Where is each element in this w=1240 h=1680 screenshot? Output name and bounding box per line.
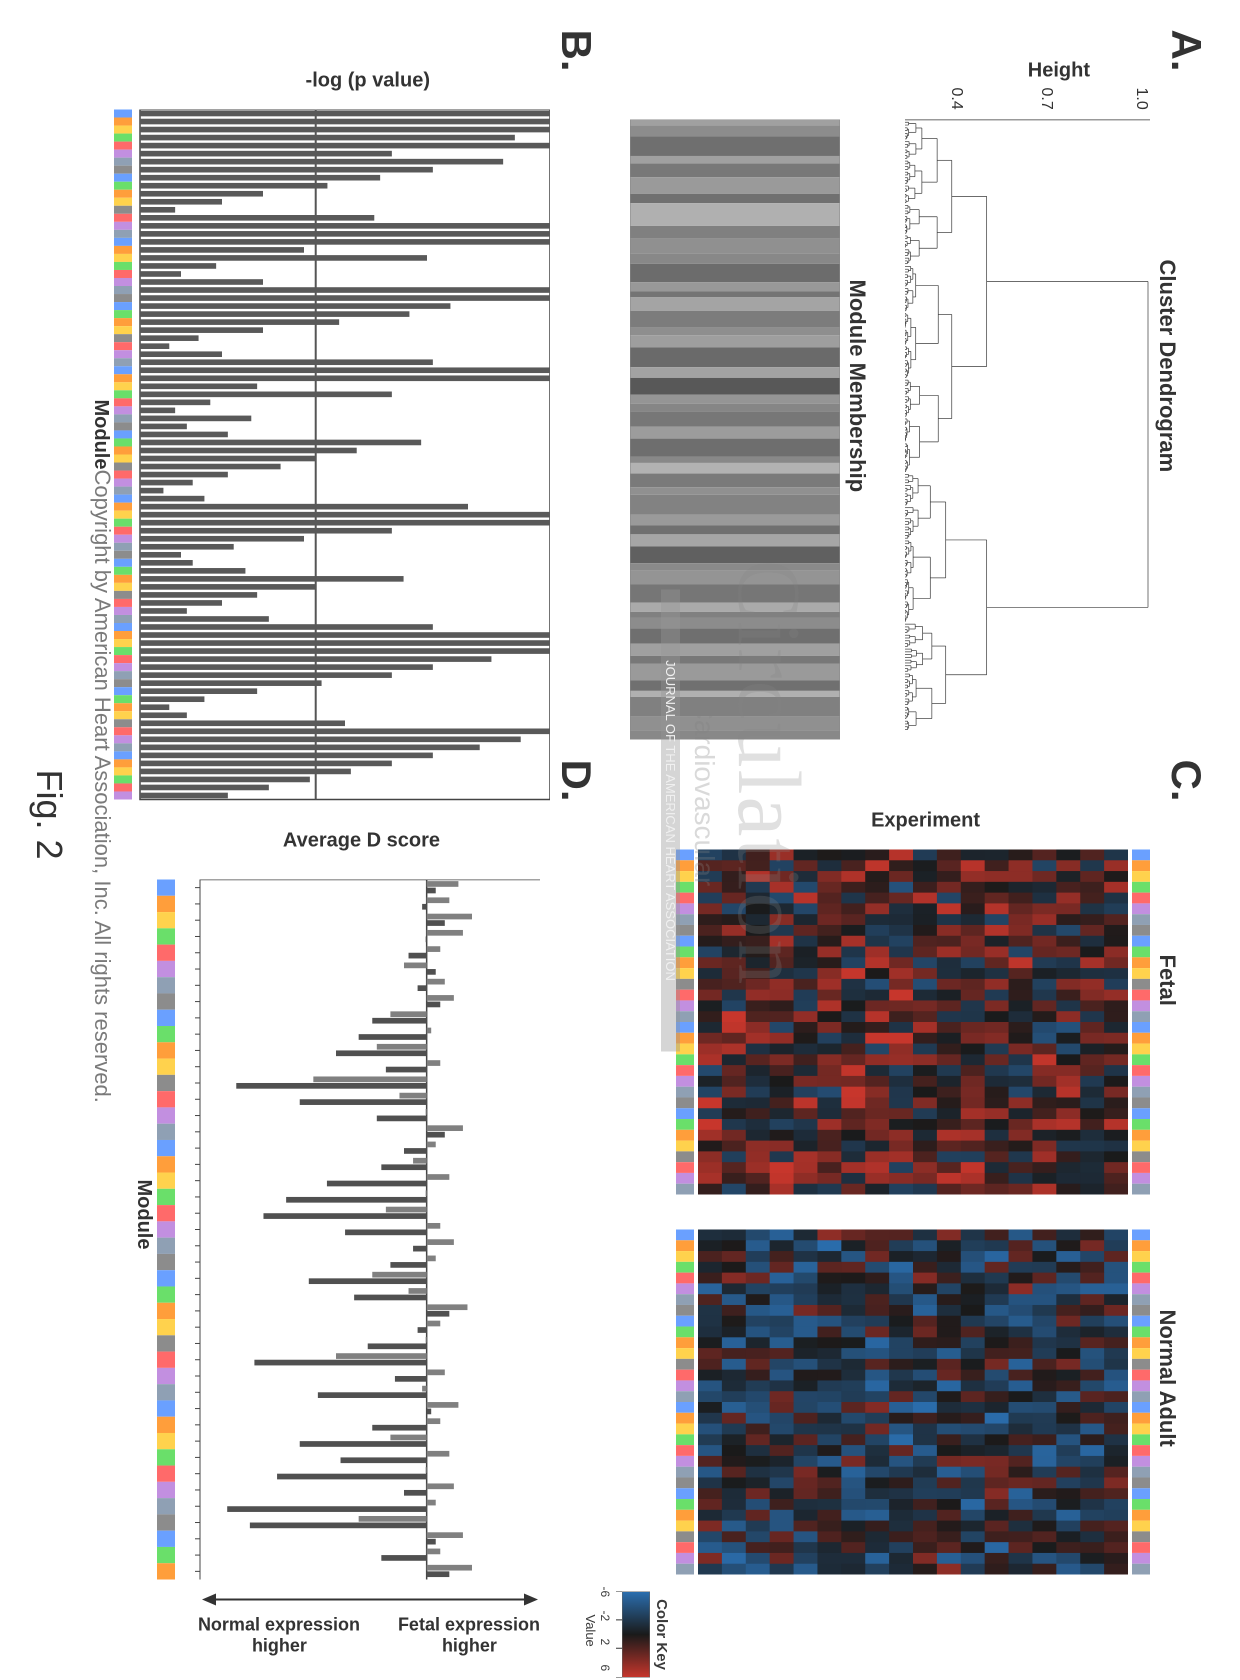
fetal-title: Fetal	[1154, 955, 1180, 1006]
panelB-plot: 01234567	[130, 110, 550, 810]
normal-bottom-band	[676, 1230, 694, 1575]
panelD-plot: -4-202	[180, 880, 540, 1590]
normal-top-band	[1132, 1230, 1150, 1575]
color-key-ticks	[612, 1592, 622, 1678]
panelD-x-label: Module	[132, 1180, 155, 1250]
panelD-module-band	[157, 880, 175, 1580]
dendrogram-ytick-2: 0.7	[1037, 88, 1055, 110]
watermark-sub2: JOURNAL OF THE AMERICAN HEART ASSOCIATIO…	[661, 590, 680, 1052]
color-key-tick-1: -2	[598, 1611, 612, 1622]
panelD-right-bottom: Normal expression higher	[198, 1615, 360, 1657]
color-key-value-label: Value	[583, 1615, 598, 1647]
dendrogram-plot	[905, 120, 1150, 740]
dendrogram-title: Cluster Dendrogram	[1154, 260, 1180, 473]
fetal-top-band	[1132, 850, 1150, 1195]
panelD-arrow	[200, 1590, 540, 1610]
watermark-main: Circulation	[717, 560, 820, 987]
panel-letter-B: B.	[552, 30, 600, 72]
panelB-x-label: Module	[89, 400, 112, 470]
copyright: Copyright by American Heart Association,…	[89, 470, 115, 1103]
panel-letter-C: C.	[1162, 760, 1210, 802]
figure-label: Fig. 2	[28, 770, 70, 860]
panel-letter-A: A.	[1162, 30, 1210, 72]
panelC-y-label: Experiment	[871, 810, 980, 833]
color-key-tick-2: 2	[598, 1639, 612, 1646]
panel-letter-D: D.	[552, 760, 600, 802]
normal-heatmap	[698, 1230, 1128, 1575]
panelB-y-label: -log (p value)	[306, 70, 430, 93]
color-key-tick-3: 6	[598, 1665, 612, 1672]
module-membership-title: Module Membership	[844, 280, 870, 493]
dendrogram-ytick-3: 0.4	[947, 88, 965, 110]
dendrogram-y-label: Height	[1028, 60, 1090, 83]
color-key-tick-0: -6	[598, 1587, 612, 1598]
panelD-right-top: Fetal expression higher	[398, 1615, 540, 1657]
panelD-y-label: Average D score	[283, 830, 440, 853]
dendrogram-ytick-1: 1.0	[1132, 88, 1150, 110]
panelB-module-band	[114, 110, 132, 800]
color-key-label: Color Key	[652, 1590, 670, 1680]
watermark-sub1: Cardiovascular	[688, 700, 720, 887]
rotated-stage: A. C. B. D. Cluster Dendrogram Height 1.…	[0, 0, 1240, 1677]
normal-adult-title: Normal Adult	[1154, 1310, 1180, 1447]
color-key-gradient	[622, 1592, 650, 1678]
